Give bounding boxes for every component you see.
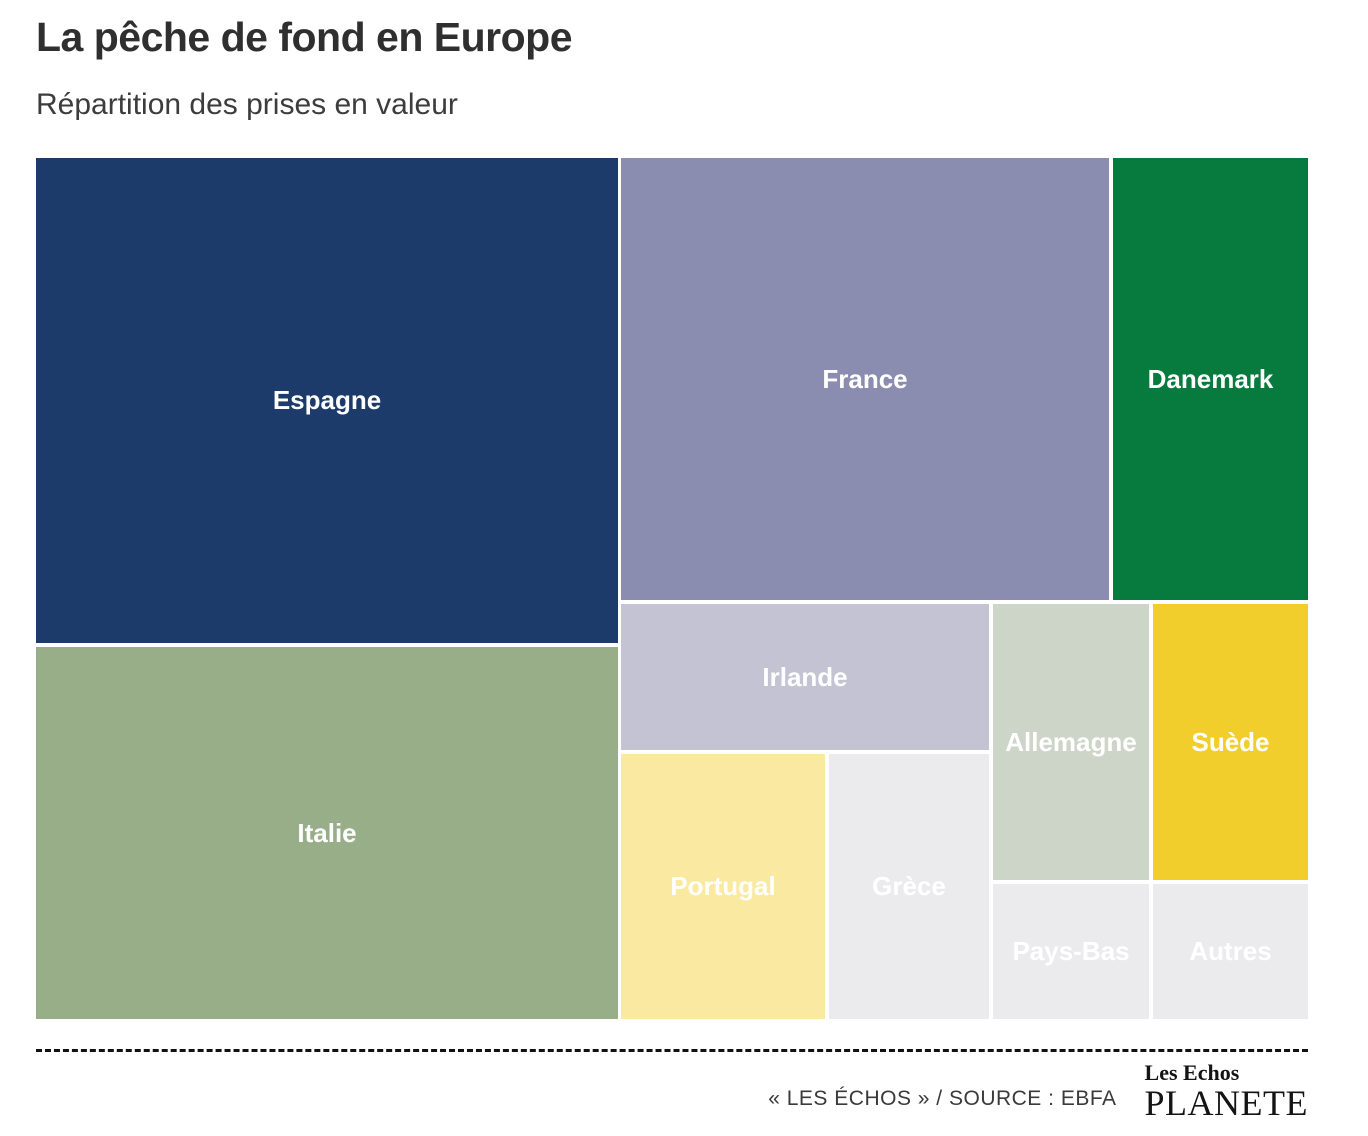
treemap-cell-pays-bas: Pays-Bas — [993, 884, 1149, 1019]
treemap-cell-france: France — [621, 158, 1109, 600]
treemap-cell-portugal: Portugal — [621, 754, 825, 1019]
footer: « LES ÉCHOS » / SOURCE : EBFA Les Echos … — [36, 1060, 1308, 1123]
treemap-cell-grece: Grèce — [829, 754, 989, 1019]
treemap-cell-italie: Italie — [36, 647, 618, 1019]
dashed-separator — [36, 1049, 1308, 1052]
logo-line-2: PLANETE — [1144, 1083, 1308, 1123]
treemap-cell-irlande: Irlande — [621, 604, 989, 750]
cell-label-irlande: Irlande — [762, 661, 848, 692]
cell-label-allemagne: Allemagne — [1005, 726, 1137, 757]
treemap-cell-danemark: Danemark — [1113, 158, 1308, 600]
treemap-cell-autres: Autres — [1153, 884, 1308, 1019]
treemap-cell-suede: Suède — [1153, 604, 1308, 880]
cell-label-italie: Italie — [297, 817, 357, 848]
cell-label-portugal: Portugal — [670, 871, 776, 901]
cell-label-espagne: Espagne — [272, 385, 382, 415]
cell-label-suede: Suède — [1191, 726, 1270, 757]
page-subtitle: Répartition des prises en valeur — [36, 88, 458, 121]
page-title: La pêche de fond en Europe — [36, 14, 573, 60]
treemap-cell-allemagne: Allemagne — [993, 604, 1149, 880]
cell-label-pays-bas: Pays-Bas — [1012, 936, 1130, 966]
les-echos-planete-logo: Les Echos PLANETE — [1144, 1060, 1308, 1123]
source-credit: « LES ÉCHOS » / SOURCE : EBFA — [768, 1086, 1117, 1110]
treemap-chart: Espagne Italie France Danemark Irlande A… — [36, 158, 1308, 1019]
cell-label-danemark: Danemark — [1147, 363, 1274, 394]
cell-label-france: France — [822, 363, 908, 394]
logo-line-1: Les Echos — [1144, 1060, 1240, 1085]
cell-label-autres: Autres — [1189, 936, 1272, 966]
treemap-cell-espagne: Espagne — [36, 158, 618, 643]
cell-label-grece: Grèce — [872, 871, 946, 901]
